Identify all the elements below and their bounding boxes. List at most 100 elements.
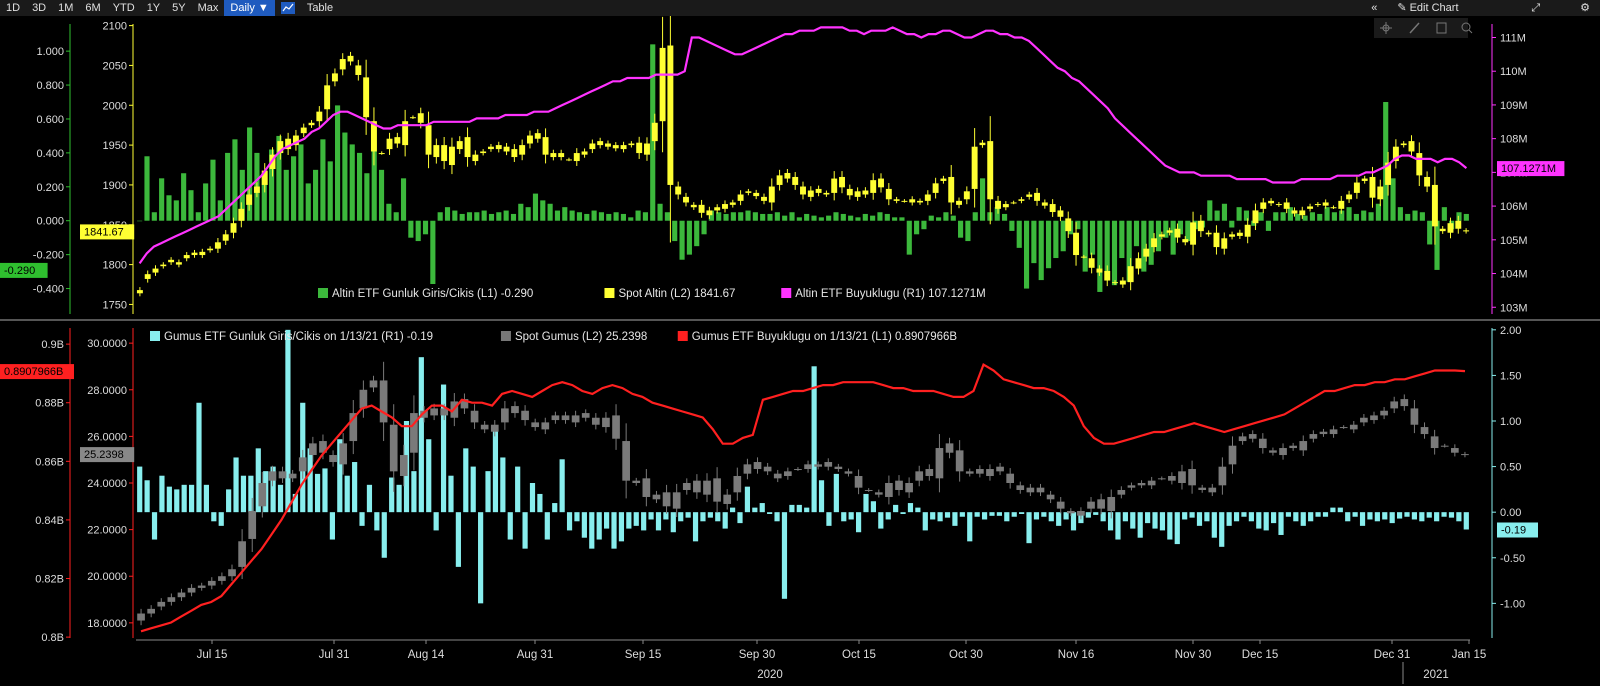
- candle-body: [300, 127, 307, 134]
- candle-body: [207, 580, 216, 586]
- candle-body: [652, 494, 661, 500]
- candle-body: [526, 135, 533, 144]
- flow-bar: [745, 210, 751, 221]
- candle-body: [815, 188, 822, 193]
- flow-bar: [1119, 220, 1125, 259]
- flow-bar: [767, 213, 773, 221]
- range-max-button[interactable]: Max: [197, 2, 219, 14]
- candle-body: [288, 473, 297, 479]
- flow-bar: [1287, 207, 1293, 221]
- range-1m-button[interactable]: 1M: [58, 2, 74, 14]
- candle-body: [620, 145, 627, 150]
- flow-bar: [400, 178, 407, 221]
- range-6m-button[interactable]: 6M: [85, 2, 101, 14]
- flow-bar: [1390, 178, 1396, 221]
- candle-body: [1107, 496, 1116, 511]
- edit-chart-button[interactable]: ✎ Edit Chart: [1397, 2, 1459, 14]
- flow-bar: [1293, 512, 1299, 522]
- range-5y-button[interactable]: 5Y: [172, 2, 186, 14]
- flow-bar: [1163, 220, 1169, 238]
- candle-body: [1158, 234, 1165, 237]
- candle-body: [1252, 210, 1259, 224]
- l1-tick-label: 1.000: [36, 46, 64, 58]
- range-1d-button[interactable]: 1D: [6, 2, 21, 14]
- candle-body: [667, 45, 674, 185]
- table-button[interactable]: Table: [306, 2, 334, 14]
- candle-body: [729, 202, 736, 205]
- candle-body: [854, 191, 861, 197]
- draw-line-icon[interactable]: [1409, 22, 1420, 34]
- candle-body: [839, 176, 845, 188]
- flow-bar: [1004, 512, 1010, 522]
- candle-body: [690, 204, 697, 208]
- candle-body: [1157, 478, 1166, 480]
- candle-body: [956, 200, 962, 205]
- flow-bar: [418, 357, 424, 513]
- flow-bar: [663, 512, 669, 520]
- flow-bar: [247, 127, 253, 221]
- flow-bar: [760, 213, 766, 221]
- x-tick-label: Oct 15: [842, 649, 876, 661]
- size-line: [138, 26, 1468, 265]
- x-tick-label: Sep 30: [739, 649, 775, 661]
- candle-body: [893, 199, 900, 201]
- candle-body: [804, 464, 812, 470]
- candle-body: [248, 510, 257, 539]
- chart-type-icon[interactable]: [280, 2, 295, 14]
- flow-bar: [1115, 512, 1121, 540]
- candle-body: [550, 153, 557, 158]
- flow-bar: [738, 212, 744, 221]
- flow-bar: [1137, 512, 1143, 538]
- flow-bar: [415, 220, 421, 242]
- candle-body: [1339, 427, 1348, 429]
- expand-icon[interactable]: ⤢: [1531, 2, 1541, 14]
- zoom-icon[interactable]: [1461, 22, 1473, 34]
- candle-body: [662, 492, 671, 507]
- flow-bar: [1302, 215, 1308, 221]
- interval-dropdown[interactable]: Daily ▼: [224, 0, 275, 16]
- flow-bar: [1389, 512, 1395, 524]
- l2-current-tag: 25.2398: [84, 449, 124, 461]
- flow-bar: [159, 475, 165, 513]
- x-axis: Jul 15 Jul 31 Aug 14 Aug 31 Sep 15 Sep 30 Oct …: [0, 319, 1600, 684]
- candle-body: [1385, 162, 1392, 185]
- flow-bar: [855, 512, 862, 533]
- flow-bar: [981, 512, 988, 520]
- candle-body: [519, 145, 526, 155]
- flow-bar: [701, 220, 707, 235]
- flow-bar: [320, 139, 326, 221]
- candle-body: [612, 415, 620, 439]
- flow-bar: [195, 212, 201, 221]
- legend-entry: Gumus ETF Gunluk Giris/Cikis on 1/13/21 …: [164, 331, 433, 343]
- candle-body: [1188, 469, 1196, 486]
- candle-body: [1056, 501, 1065, 509]
- flow-bar: [1448, 512, 1455, 518]
- candle-body: [1208, 487, 1217, 493]
- candle-body: [885, 483, 893, 497]
- flow-bar: [635, 210, 641, 221]
- candle-body: [1026, 487, 1035, 493]
- settings-icon[interactable]: ⚙: [1580, 2, 1590, 14]
- candle-body: [1390, 401, 1399, 409]
- annotation-icon[interactable]: [1436, 22, 1447, 34]
- crosshair-icon[interactable]: [1380, 22, 1392, 34]
- candle-body: [410, 413, 418, 453]
- range-1y-button[interactable]: 1Y: [146, 2, 161, 14]
- range-3d-button[interactable]: 3D: [32, 2, 47, 14]
- candle-body: [402, 121, 409, 146]
- candle-body: [1307, 206, 1314, 209]
- r1-tick-label: 1.50: [1500, 370, 1521, 382]
- flow-bar: [1011, 512, 1017, 517]
- flow-bar: [226, 489, 232, 513]
- candle-body: [1097, 499, 1105, 509]
- candle-body: [319, 441, 327, 453]
- flow-bar: [774, 212, 780, 221]
- candle-body: [1236, 232, 1243, 236]
- candle-body: [675, 186, 682, 195]
- range-ytd-button[interactable]: YTD: [112, 2, 135, 14]
- collapse-icon[interactable]: «: [1371, 2, 1378, 14]
- candle-body: [417, 113, 424, 123]
- candle-body: [490, 424, 499, 432]
- candle-body: [1218, 466, 1227, 486]
- candle-body: [1283, 202, 1290, 209]
